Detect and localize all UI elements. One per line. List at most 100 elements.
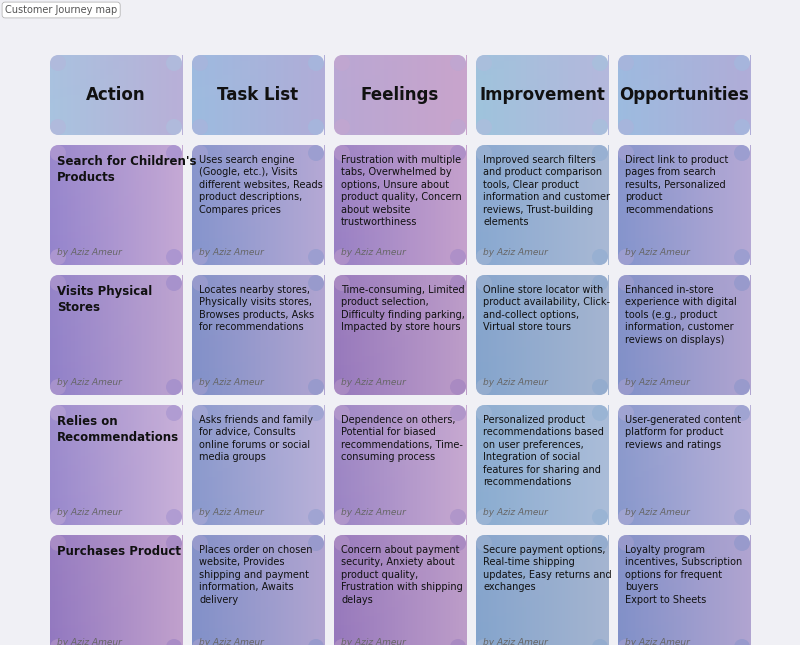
Bar <box>50 319 182 323</box>
Bar <box>546 55 547 135</box>
Bar <box>494 145 496 265</box>
Bar <box>192 513 324 516</box>
Bar <box>202 535 204 645</box>
Bar <box>633 405 635 525</box>
Bar <box>740 275 742 395</box>
Bar <box>631 55 634 135</box>
Bar <box>192 92 324 95</box>
Bar <box>91 145 94 265</box>
Bar <box>726 55 727 135</box>
Bar <box>278 405 280 525</box>
Bar <box>222 55 224 135</box>
Bar <box>462 405 465 525</box>
Bar <box>415 405 417 525</box>
Bar <box>334 473 466 477</box>
Bar <box>50 64 182 67</box>
Bar <box>422 535 424 645</box>
Bar <box>334 186 466 190</box>
Bar <box>406 405 409 525</box>
Bar <box>192 192 324 196</box>
Bar <box>50 183 182 187</box>
Circle shape <box>192 405 208 421</box>
Bar <box>476 99 608 101</box>
Bar <box>734 145 736 265</box>
Bar <box>82 535 83 645</box>
Bar <box>192 226 324 229</box>
Bar <box>50 432 182 435</box>
Bar <box>218 535 221 645</box>
Bar <box>50 350 182 353</box>
Bar <box>618 204 750 208</box>
Bar <box>372 55 374 135</box>
Bar <box>552 405 554 525</box>
Bar <box>476 570 608 574</box>
Bar <box>630 405 632 525</box>
Bar <box>699 535 701 645</box>
Bar <box>527 535 530 645</box>
Bar <box>436 145 438 265</box>
Bar <box>410 145 412 265</box>
Circle shape <box>734 405 750 421</box>
Bar <box>50 208 182 211</box>
Bar <box>334 54 466 57</box>
Bar <box>316 275 318 395</box>
Bar <box>50 346 182 350</box>
Bar <box>618 110 750 113</box>
Bar <box>334 97 466 99</box>
Bar <box>110 55 111 135</box>
Bar <box>228 55 230 135</box>
Bar <box>372 275 374 395</box>
Bar <box>243 535 246 645</box>
Bar <box>306 55 308 135</box>
Circle shape <box>618 145 634 161</box>
Bar <box>334 517 342 525</box>
Bar <box>593 55 595 135</box>
Bar <box>50 568 182 571</box>
Bar <box>74 535 77 645</box>
Bar <box>476 628 608 631</box>
Bar <box>476 313 608 317</box>
Bar <box>390 55 392 135</box>
Bar <box>83 275 85 395</box>
Bar <box>746 535 749 645</box>
Bar <box>334 166 466 169</box>
Bar <box>600 145 602 265</box>
Bar <box>706 275 708 395</box>
Bar <box>192 228 324 232</box>
Bar <box>594 55 597 135</box>
Bar <box>433 145 435 265</box>
Bar <box>394 275 395 395</box>
Bar <box>418 55 420 135</box>
Bar <box>410 535 412 645</box>
Bar <box>334 172 466 175</box>
Bar <box>286 55 288 135</box>
Bar <box>167 275 170 395</box>
Bar <box>318 275 319 395</box>
Bar <box>334 624 466 628</box>
Bar <box>336 405 338 525</box>
Bar <box>158 55 159 135</box>
Bar <box>722 405 724 525</box>
Bar <box>139 405 142 525</box>
Bar <box>192 319 324 323</box>
Bar <box>724 535 726 645</box>
Bar <box>50 66 182 69</box>
Bar <box>192 64 324 67</box>
Bar <box>98 405 100 525</box>
Bar <box>307 405 310 525</box>
Bar <box>159 275 161 395</box>
Circle shape <box>166 535 182 551</box>
Bar <box>411 145 414 265</box>
Bar <box>476 364 608 368</box>
Bar <box>192 564 324 568</box>
Bar <box>192 55 194 135</box>
Bar <box>562 55 564 135</box>
Bar <box>499 55 502 135</box>
Bar <box>450 535 452 645</box>
Bar <box>192 154 324 157</box>
Bar <box>113 405 115 525</box>
Bar <box>334 319 466 323</box>
Bar <box>494 275 496 395</box>
Bar <box>50 126 182 129</box>
Bar <box>50 586 182 589</box>
